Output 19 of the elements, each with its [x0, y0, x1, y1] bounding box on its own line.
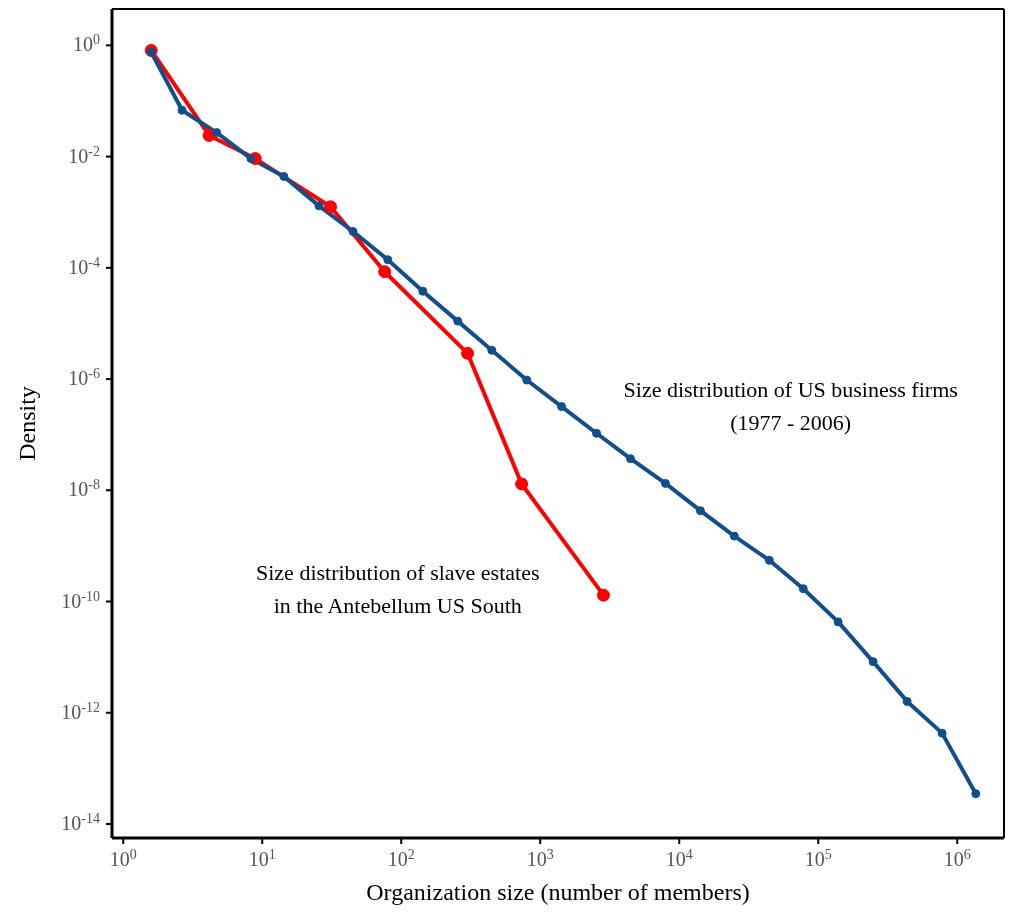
x-tick-label: 10$^{1}$	[248, 846, 276, 870]
series-label: Size distribution of US business firms (1977 - 2006)	[623, 376, 958, 438]
x-tick-label: 10$^{3}$	[526, 846, 554, 870]
y-tick-label: 10$^{-10}$	[61, 588, 100, 612]
x-tick-label: 10$^{2}$	[387, 846, 415, 870]
y-tick-label: 10$^{-14}$	[61, 810, 100, 834]
x-tick-label: 10$^{6}$	[943, 846, 971, 870]
x-tick-label: 10$^{4}$	[665, 846, 693, 870]
y-tick-label: 10$^{-12}$	[61, 699, 100, 723]
y-tick-label: 10$^{-8}$	[68, 476, 100, 501]
y-axis-title: Density	[13, 386, 40, 461]
x-tick-label: 10$^{0}$	[109, 846, 137, 870]
x-axis-title: Organization size (number of members)	[366, 879, 750, 905]
y-tick-label: 10$^{-4}$	[68, 254, 100, 278]
series-label: Size distribution of slave estates in the Antebellum US South	[256, 559, 540, 620]
x-tick-label: 10$^{5}$	[804, 846, 832, 870]
y-tick-label: 10$^{0}$	[73, 31, 100, 56]
y-tick-label: 10$^{-2}$	[68, 143, 100, 167]
y-tick-label: 10$^{-6}$	[68, 365, 100, 390]
